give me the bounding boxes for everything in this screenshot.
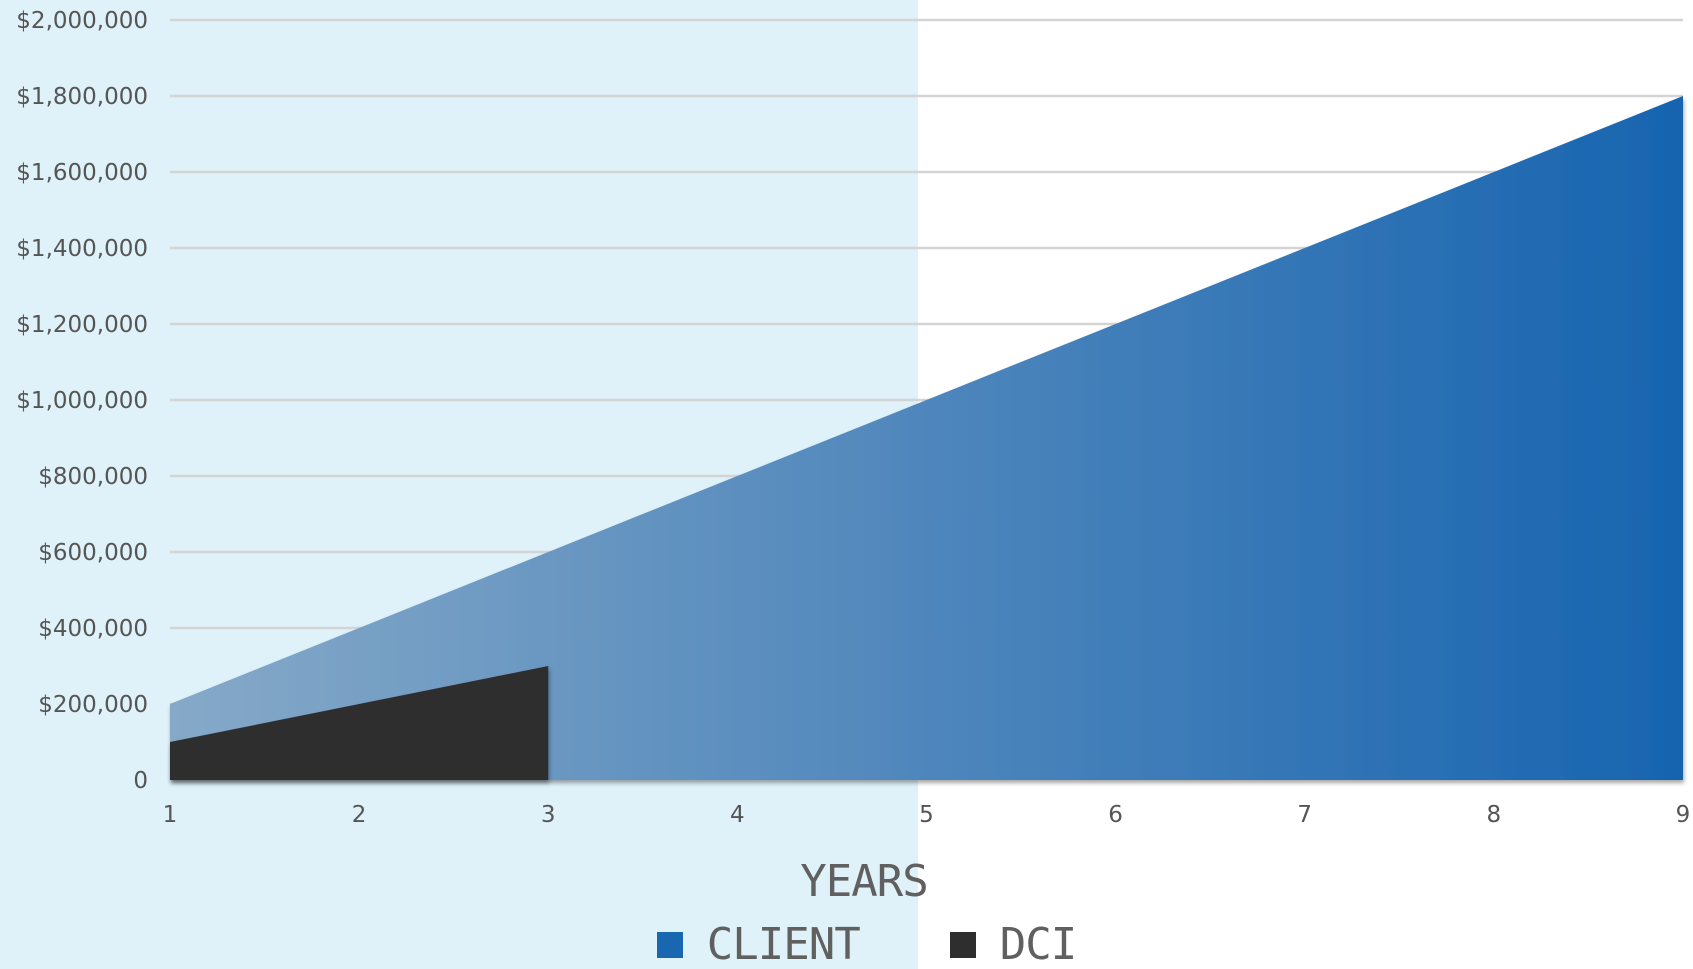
y-tick-label: $1,600,000 bbox=[16, 160, 148, 186]
series-areas bbox=[170, 96, 1683, 780]
x-tick-label: 8 bbox=[1487, 802, 1502, 828]
y-tick-label: $1,400,000 bbox=[16, 236, 148, 262]
x-tick-label: 9 bbox=[1676, 802, 1691, 828]
x-tick-label: 4 bbox=[730, 802, 745, 828]
y-tick-label: $1,200,000 bbox=[16, 312, 148, 338]
area-series-dci bbox=[170, 666, 549, 780]
x-axis-label: YEARS bbox=[800, 856, 927, 907]
x-tick-label: 3 bbox=[541, 802, 556, 828]
legend-swatch-dci bbox=[949, 931, 976, 958]
legend-item-dci: DCI bbox=[949, 918, 1077, 969]
x-tick-label: 2 bbox=[352, 802, 367, 828]
y-tick-label: $2,000,000 bbox=[16, 8, 148, 34]
y-axis-ticks: 0 $200,000 $400,000 $600,000 $800,000 $1,000,… bbox=[16, 8, 148, 794]
y-tick-label: $200,000 bbox=[38, 692, 148, 718]
legend-item-client: CLIENT bbox=[656, 918, 861, 969]
y-tick-label: $1,800,000 bbox=[16, 84, 148, 110]
y-tick-label: $1,000,000 bbox=[16, 388, 148, 414]
legend-label-client: CLIENT bbox=[706, 918, 861, 969]
legend: CLIENT DCI bbox=[0, 920, 1693, 969]
y-tick-label: $400,000 bbox=[38, 616, 148, 642]
y-tick-label: 0 bbox=[133, 768, 148, 794]
x-tick-label: 7 bbox=[1297, 802, 1312, 828]
legend-label-dci: DCI bbox=[999, 918, 1077, 969]
x-tick-label: 5 bbox=[919, 802, 934, 828]
y-tick-label: $600,000 bbox=[38, 540, 148, 566]
area-series-client bbox=[170, 96, 1683, 780]
legend-swatch-client bbox=[656, 931, 683, 958]
y-tick-label: $800,000 bbox=[38, 464, 148, 490]
x-tick-label: 6 bbox=[1108, 802, 1123, 828]
x-tick-label: 1 bbox=[163, 802, 178, 828]
x-axis-ticks: 1 2 3 4 5 6 7 8 9 bbox=[163, 802, 1691, 828]
